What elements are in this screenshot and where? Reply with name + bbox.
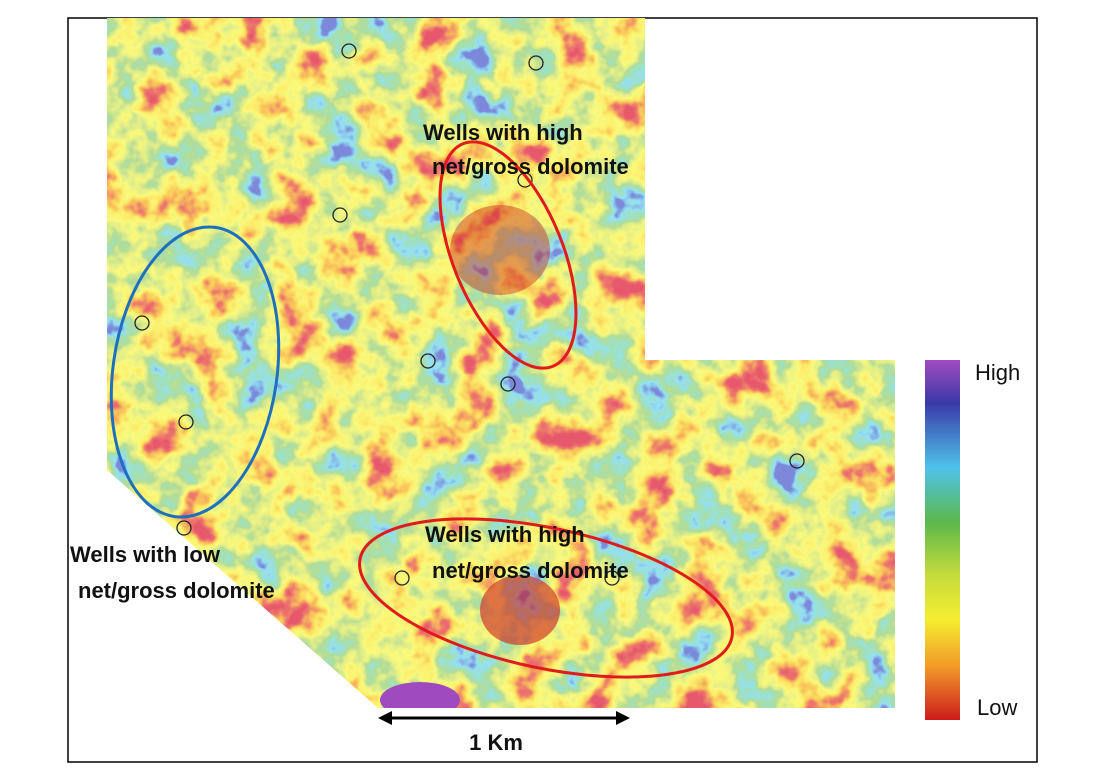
well	[604, 570, 620, 586]
wells	[134, 43, 805, 586]
high-zone-outline	[438, 140, 578, 370]
annotation-line: Wells with high	[425, 522, 585, 547]
shape	[380, 682, 460, 708]
well	[178, 414, 194, 430]
shape	[378, 711, 392, 725]
shape	[450, 205, 550, 295]
color-bar	[925, 360, 960, 720]
annotation-line: net/gross dolomite	[432, 154, 629, 179]
annotation-line: net/gross dolomite	[432, 558, 629, 583]
scale-label: 1 Km	[469, 730, 523, 755]
annotation: Wells with high net/gross dolomite	[423, 120, 629, 179]
legend-high: High	[975, 360, 1020, 385]
well	[420, 353, 436, 369]
high-zone-outline	[358, 517, 734, 679]
well	[394, 570, 410, 586]
well	[500, 376, 516, 392]
low-zone-outline	[109, 225, 281, 519]
well	[332, 207, 348, 223]
well	[789, 453, 805, 469]
annotation: Wells with low net/gross dolomite	[70, 542, 275, 603]
well	[528, 55, 544, 71]
annotation: Wells with high net/gross dolomite	[425, 522, 629, 583]
legend-low: Low	[977, 695, 1017, 720]
well	[134, 315, 150, 331]
annotation-line: net/gross dolomite	[78, 578, 275, 603]
shape	[480, 575, 560, 645]
well	[517, 172, 533, 188]
shape	[616, 711, 630, 725]
scale-bar: 1 Km	[378, 711, 630, 755]
well	[176, 520, 192, 536]
well	[341, 43, 357, 59]
annotation-line: Wells with high	[423, 120, 583, 145]
annotation-line: Wells with low	[70, 542, 221, 567]
